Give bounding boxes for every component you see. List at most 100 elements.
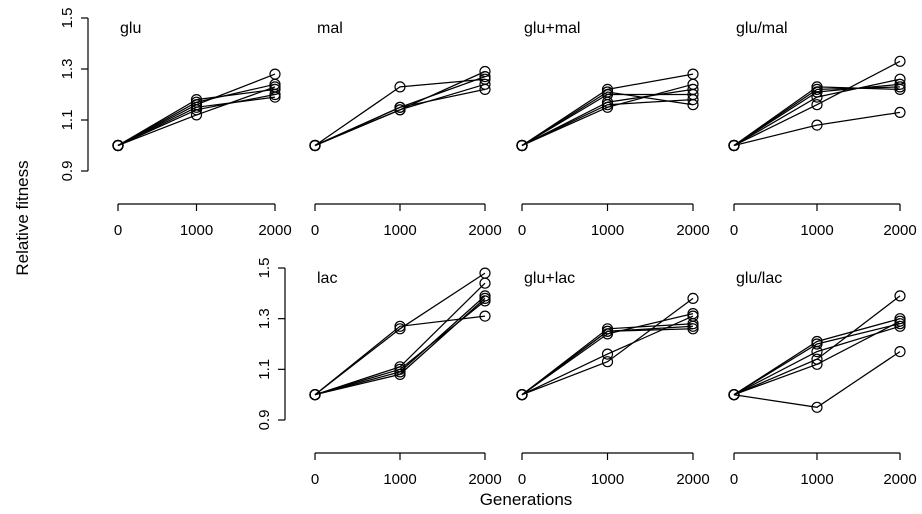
x-tick-label: 2000 — [258, 222, 291, 239]
y-tick-label: 0.9 — [59, 161, 76, 182]
data-point — [601, 356, 614, 368]
series-line — [117, 86, 276, 147]
data-point — [309, 389, 321, 401]
series-line — [733, 351, 901, 408]
series-line — [521, 325, 694, 396]
data-point — [894, 106, 906, 119]
x-tick-label: 2000 — [676, 222, 709, 239]
series-line — [733, 60, 901, 147]
series-line — [521, 91, 694, 147]
series-6 — [516, 320, 699, 401]
data-point — [894, 290, 906, 302]
y-axis: 0.9 1.1 1.3 1.5 — [59, 8, 89, 182]
panel-label: mal — [317, 20, 343, 37]
series-3 — [309, 277, 491, 401]
x-tick-label: 0 — [730, 222, 738, 239]
panel-lac: lac 0 1000 2000 0.9 1.1 1.3 1.5 — [256, 258, 502, 488]
series-line — [521, 98, 694, 147]
y-tick-label: 1.5 — [59, 8, 76, 29]
series-line — [521, 297, 694, 396]
data-point — [516, 389, 528, 401]
panel-label: glu — [120, 20, 141, 37]
x-tick-label: 1000 — [591, 471, 624, 488]
x-tick-label: 0 — [518, 222, 526, 239]
series-line — [521, 93, 693, 147]
y-axis: 0.9 1.1 1.3 1.5 — [256, 258, 286, 430]
data-point — [811, 81, 823, 93]
data-point — [811, 353, 823, 365]
x-axis: 0 1000 2000 — [311, 203, 502, 239]
series-line — [521, 88, 694, 147]
data-point — [394, 323, 406, 335]
series-line — [314, 78, 486, 147]
series-3 — [309, 70, 491, 152]
panel-mal: mal 0 1000 2000 — [309, 20, 502, 239]
data-point — [894, 346, 906, 358]
series-line — [521, 315, 694, 396]
data-point — [479, 78, 491, 90]
panel-label: glu/lac — [736, 270, 782, 287]
data-point — [601, 88, 614, 101]
x-tick-label: 2000 — [676, 471, 709, 488]
series-line — [314, 282, 486, 396]
series-4 — [516, 93, 699, 152]
data-point — [479, 310, 491, 322]
series-line — [117, 93, 276, 147]
series-line — [117, 83, 276, 147]
x-tick-label: 0 — [114, 222, 122, 239]
data-point — [269, 91, 281, 103]
panel-glu-mal: glu+mal 0 1000 2000 — [516, 20, 710, 239]
data-point — [601, 328, 614, 340]
y-tick-label: 1.1 — [59, 110, 76, 131]
data-point — [112, 139, 124, 152]
data-point — [687, 292, 699, 304]
series-line — [733, 318, 901, 396]
series-4 — [309, 290, 491, 401]
series-line — [314, 88, 486, 147]
series-6 — [112, 78, 281, 152]
series-2 — [309, 65, 491, 152]
y-axis-title: Relative fitness — [13, 160, 32, 275]
y-tick-label: 1.3 — [59, 59, 76, 80]
data-point — [309, 139, 321, 152]
series-6 — [309, 292, 491, 401]
x-tick-label: 0 — [311, 471, 319, 488]
series-4 — [112, 91, 281, 152]
x-tick-label: 0 — [730, 471, 738, 488]
series-5 — [309, 295, 491, 401]
data-point — [269, 78, 281, 90]
x-tick-label: 2000 — [883, 222, 916, 239]
series-line — [117, 88, 276, 147]
data-point — [728, 389, 740, 401]
series-6 — [516, 78, 699, 152]
x-tick-label: 1000 — [800, 471, 833, 488]
series-line — [733, 111, 901, 147]
series-2 — [516, 86, 699, 152]
x-axis: 0 1000 2000 — [311, 452, 502, 488]
data-point — [394, 104, 406, 116]
data-point — [687, 78, 699, 90]
panel-glu-lac: glu+lac 0 1000 2000 — [516, 270, 710, 488]
data-point — [728, 139, 740, 152]
data-point — [190, 96, 203, 108]
y-tick-label: 1.3 — [256, 308, 273, 329]
x-axis: 0 1000 2000 — [518, 452, 710, 488]
x-tick-label: 0 — [518, 471, 526, 488]
data-point — [479, 292, 491, 304]
panel-label: glu+mal — [524, 20, 580, 37]
x-tick-label: 1000 — [591, 222, 624, 239]
series-line — [521, 312, 694, 396]
x-tick-label: 1000 — [383, 471, 416, 488]
data-point — [479, 277, 491, 289]
series-line — [733, 295, 901, 396]
panel-glu-lac: glu/lac 0 1000 2000 — [728, 270, 917, 488]
x-tick-label: 1000 — [180, 222, 213, 239]
x-axis-title: Generations — [480, 490, 573, 509]
series-5 — [516, 88, 699, 152]
data-point — [394, 81, 406, 93]
series-2 — [728, 55, 906, 152]
x-tick-label: 1000 — [383, 222, 416, 239]
series-4 — [728, 320, 906, 401]
